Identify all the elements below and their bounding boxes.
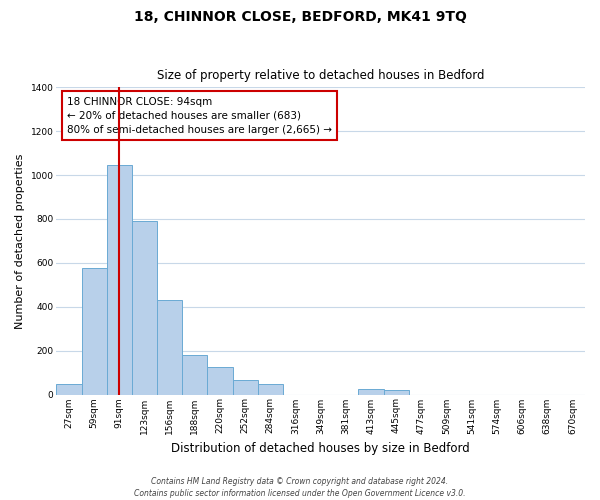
Bar <box>258 384 283 394</box>
Text: Contains HM Land Registry data © Crown copyright and database right 2024.
Contai: Contains HM Land Registry data © Crown c… <box>134 476 466 498</box>
Title: Size of property relative to detached houses in Bedford: Size of property relative to detached ho… <box>157 69 484 82</box>
Text: 18, CHINNOR CLOSE, BEDFORD, MK41 9TQ: 18, CHINNOR CLOSE, BEDFORD, MK41 9TQ <box>134 10 466 24</box>
Bar <box>82 268 107 394</box>
Bar <box>107 165 132 394</box>
Bar <box>157 300 182 394</box>
Bar <box>56 384 82 394</box>
Text: 18 CHINNOR CLOSE: 94sqm
← 20% of detached houses are smaller (683)
80% of semi-d: 18 CHINNOR CLOSE: 94sqm ← 20% of detache… <box>67 96 332 134</box>
Y-axis label: Number of detached properties: Number of detached properties <box>15 153 25 328</box>
Bar <box>208 367 233 394</box>
Bar <box>383 390 409 394</box>
Bar <box>233 380 258 394</box>
Bar <box>182 356 208 395</box>
X-axis label: Distribution of detached houses by size in Bedford: Distribution of detached houses by size … <box>171 442 470 455</box>
Bar <box>358 389 383 394</box>
Bar <box>132 221 157 394</box>
